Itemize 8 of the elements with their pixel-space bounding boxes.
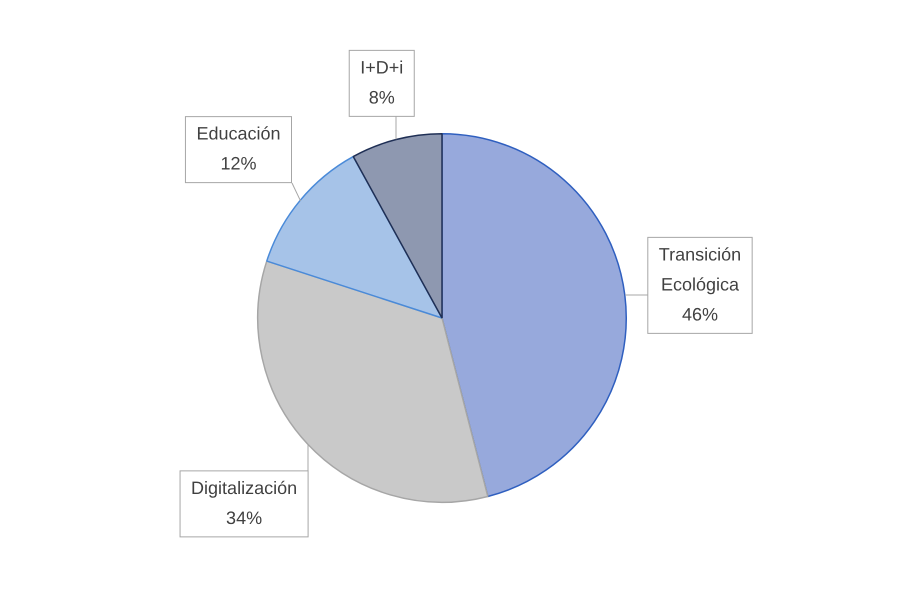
slice-label: Educación: [196, 124, 281, 144]
slice-label: I+D+i: [360, 57, 404, 78]
slice-label: Digitalización: [191, 478, 298, 498]
data-label: 34%: [226, 508, 262, 528]
data-label: 8%: [368, 87, 395, 108]
data-label: 12%: [220, 154, 256, 174]
data-label: 46%: [682, 304, 718, 324]
slice-label: Transición Ecológica: [658, 244, 742, 294]
